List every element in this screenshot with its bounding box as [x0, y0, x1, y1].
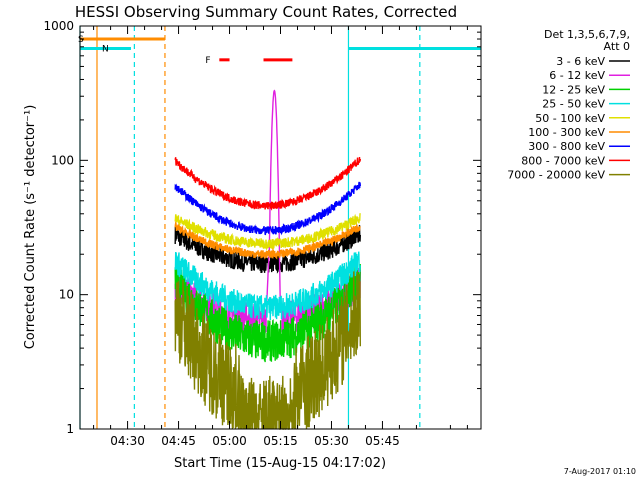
- y-tick-label-2: 100: [51, 153, 74, 167]
- series-line-5: [174, 221, 361, 260]
- footer-timestamp: 7-Aug-2017 01:10: [564, 467, 636, 476]
- legend-label-4: 50 - 100 keV: [535, 112, 605, 125]
- series-line-7: [174, 157, 361, 211]
- plot-area: S N F 1 10 100 1000 04:30 04:45 05:00 05:15 05:30 05…: [43, 19, 482, 448]
- legend-label-6: 300 - 800 keV: [528, 140, 605, 153]
- flag-label-S: S: [78, 35, 84, 45]
- series-line-3: [174, 251, 361, 321]
- legend-label-5: 100 - 300 keV: [528, 126, 605, 139]
- flag-label-N: N: [102, 44, 109, 54]
- x-tick-label-4: 05:30: [314, 434, 349, 448]
- legend-header-line-1: Det 1,3,5,6,7,9,: [544, 28, 630, 41]
- y-axis-label: Corrected Count Rate (s⁻¹ detector⁻¹): [23, 105, 38, 350]
- y-tick-label-1: 10: [59, 288, 74, 302]
- x-tick-label-3: 05:15: [263, 434, 298, 448]
- legend-label-3: 25 - 50 keV: [542, 98, 605, 111]
- legend-label-2: 12 - 25 keV: [542, 83, 605, 96]
- x-tick-label-2: 05:00: [212, 434, 247, 448]
- series-line-4: [174, 212, 361, 252]
- x-tick-label-0: 04:30: [110, 434, 145, 448]
- chart-title: HESSI Observing Summary Count Rates, Cor…: [75, 3, 457, 21]
- y-tick-label-0: 1: [66, 422, 74, 436]
- legend-header-line-2: Att 0: [604, 40, 630, 53]
- series-line-6: [174, 181, 361, 236]
- x-axis-label: Start Time (15-Aug-15 04:17:02): [174, 456, 386, 471]
- series-line-8: [174, 271, 361, 430]
- legend-label-8: 7000 - 20000 keV: [507, 169, 605, 182]
- flag-label-F: F: [205, 56, 210, 66]
- y-tick-label-3: 1000: [43, 19, 74, 33]
- series-line-2: [174, 261, 361, 363]
- legend-label-1: 6 - 12 keV: [549, 69, 605, 82]
- legend-label-7: 800 - 7000 keV: [521, 154, 605, 167]
- x-tick-label-1: 04:45: [161, 434, 196, 448]
- legend-label-0: 3 - 6 keV: [556, 55, 605, 68]
- series-line-0: [174, 225, 361, 274]
- x-tick-label-5: 05:45: [365, 434, 400, 448]
